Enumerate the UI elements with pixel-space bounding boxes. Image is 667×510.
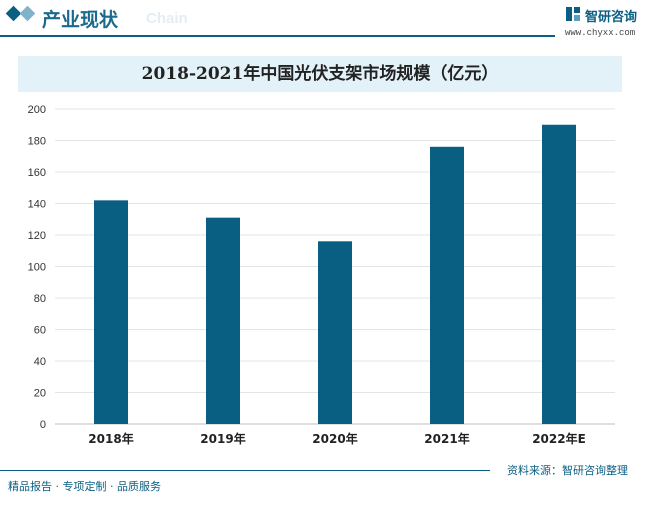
bar	[318, 241, 352, 424]
x-tick-label: 2022年E	[532, 431, 586, 446]
logo-mark-icon	[566, 7, 580, 21]
page-header: 产业现状 Chain 智研咨询 www.chyxx.com	[0, 0, 667, 40]
y-tick-label: 60	[34, 325, 46, 337]
y-tick-label: 80	[34, 293, 46, 305]
x-tick-label: 2020年	[312, 431, 357, 446]
x-tick-label: 2019年	[200, 431, 245, 446]
data-source: 资料来源：智研咨询整理	[507, 464, 628, 477]
chart-title: 2018-2021年中国光伏支架市场规模（亿元）	[141, 64, 499, 84]
diamond-light-icon	[19, 5, 36, 22]
y-tick-label: 40	[34, 356, 46, 368]
section-subtitle: Chain	[146, 10, 188, 27]
y-tick-label: 100	[28, 262, 46, 274]
section-title: 产业现状	[42, 9, 119, 31]
x-tick-label: 2021年	[424, 431, 469, 446]
x-tick-label: 2018年	[88, 431, 133, 446]
y-tick-label: 20	[34, 388, 46, 400]
y-tick-label: 180	[28, 136, 46, 148]
y-tick-label: 160	[28, 167, 46, 179]
bar	[206, 217, 240, 424]
bar	[94, 200, 128, 424]
y-tick-label: 200	[28, 104, 46, 116]
y-tick-label: 120	[28, 230, 46, 242]
logo-url: www.chyxx.com	[565, 28, 636, 38]
bar	[430, 146, 464, 425]
y-tick-label: 140	[28, 199, 46, 211]
footer-divider	[0, 470, 490, 471]
logo-name: 智研咨询	[585, 10, 638, 25]
bar	[542, 124, 576, 424]
footer-slogan: 精品报告 · 专项定制 · 品质服务	[8, 480, 161, 493]
bar-chart: 0 20 40 60 80 100 120 140 160 180 200 2018年 2019年 202…	[28, 104, 615, 446]
chart-title-band: 2018-2021年中国光伏支架市场规模（亿元）	[18, 56, 622, 92]
header-divider	[0, 35, 555, 37]
y-tick-label: 0	[40, 419, 46, 431]
